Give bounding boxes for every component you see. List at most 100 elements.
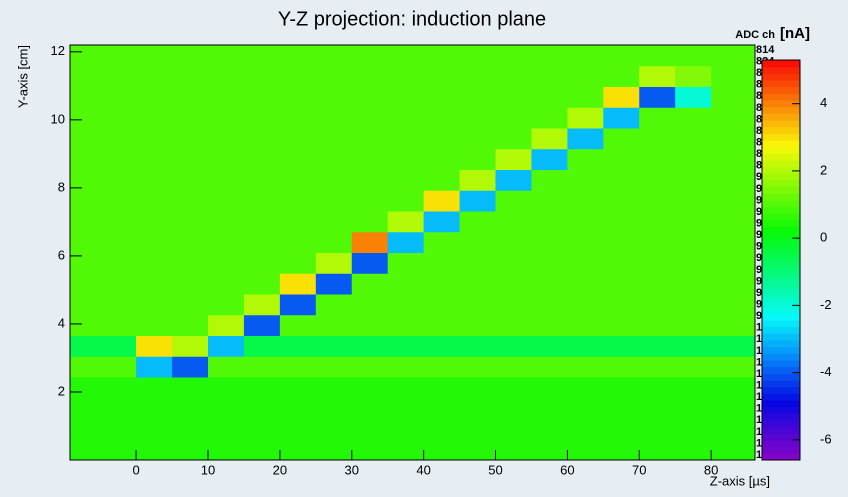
heat-cell [136,148,173,170]
heat-cell [243,439,281,461]
heat-cell [70,86,101,108]
heat-cell [675,397,712,419]
colorbar-step [762,253,800,261]
heat-cell [423,335,461,357]
colorbar-step [762,166,800,174]
heat-cell [459,190,497,212]
heat-cell [675,45,712,67]
heat-cell [315,294,353,316]
heat-cell [243,107,281,129]
heat-cell [639,418,676,440]
heat-cell [567,169,604,191]
heat-cell [279,356,317,378]
heat-cell [172,314,209,336]
colorbar-step [762,260,800,268]
heat-cell [100,211,137,233]
heat-cell [459,211,497,233]
heat-cell [100,148,137,170]
heat-cell [747,439,756,461]
heat-cell [567,397,604,419]
heat-cell [172,128,209,150]
heat-cell [747,148,756,170]
heat-cell [423,211,461,233]
heat-cell [639,294,676,316]
heat-cell [279,335,317,357]
colorbar-step [762,333,800,341]
heat-cell [387,231,425,253]
heat-cell [172,377,209,399]
heat-cell [747,397,756,419]
heat-cell [531,128,568,150]
heat-cell [315,86,353,108]
colorbar-step [762,133,800,141]
heat-cell [603,128,640,150]
heat-cell [208,294,245,316]
colorbar-step [762,180,800,188]
heat-cell [279,294,317,316]
y-tick-label: 10 [51,111,65,126]
colorbar-step [762,280,800,288]
colorbar-step [762,346,800,354]
heat-cell [567,314,604,336]
heat-cell [208,86,245,108]
heat-cell [243,377,281,399]
heat-cell [567,335,604,357]
heat-cell [243,148,281,170]
colorbar-step [762,93,800,101]
heat-cell [747,211,756,233]
heat-cell [423,294,461,316]
heat-cell [423,86,461,108]
heat-cell [387,148,425,170]
heat-cell [172,273,209,295]
heat-cell [351,252,389,274]
heat-cell [675,439,712,461]
heat-cell [315,439,353,461]
heat-cell [136,439,173,461]
heat-cell [136,356,173,378]
heat-cell [70,65,101,87]
heat-cell [172,107,209,129]
colorbar-step [762,320,800,328]
colorbar-step [762,73,800,81]
heat-cell [531,397,568,419]
heat-cell [495,45,532,67]
colorbar-step [762,266,800,274]
heat-cell [136,397,173,419]
colorbar-step [762,293,800,301]
heat-cell [747,377,756,399]
heat-cell [675,190,712,212]
heat-cell [351,148,389,170]
heat-cell [387,439,425,461]
heat-cell [531,439,568,461]
heat-cell [70,252,101,274]
colorbar-step [762,213,800,221]
heat-cell [603,439,640,461]
heat-cell [387,294,425,316]
x-tick-label: 50 [488,462,502,477]
heat-cell [675,418,712,440]
heat-cell [70,45,101,67]
heat-cell [567,377,604,399]
colorbar-step [762,286,800,294]
heat-cell [279,314,317,336]
colorbar-step [762,233,800,241]
heat-cell [423,439,461,461]
heat-cell [603,252,640,274]
colorbar-step [762,340,800,348]
heat-cell [495,273,532,295]
colorbar-step [762,393,800,401]
heat-cell [387,314,425,336]
heat-cell [531,294,568,316]
heat-cell [495,169,532,191]
heat-cell [315,128,353,150]
heat-cell [459,397,497,419]
heat-cell [172,397,209,419]
heat-cell [315,148,353,170]
heat-cell [603,107,640,129]
heat-cell [495,190,532,212]
heat-cell [100,294,137,316]
heat-cell [675,231,712,253]
heat-cell [423,128,461,150]
heat-cell [172,335,209,357]
colorbar-step [762,173,800,181]
